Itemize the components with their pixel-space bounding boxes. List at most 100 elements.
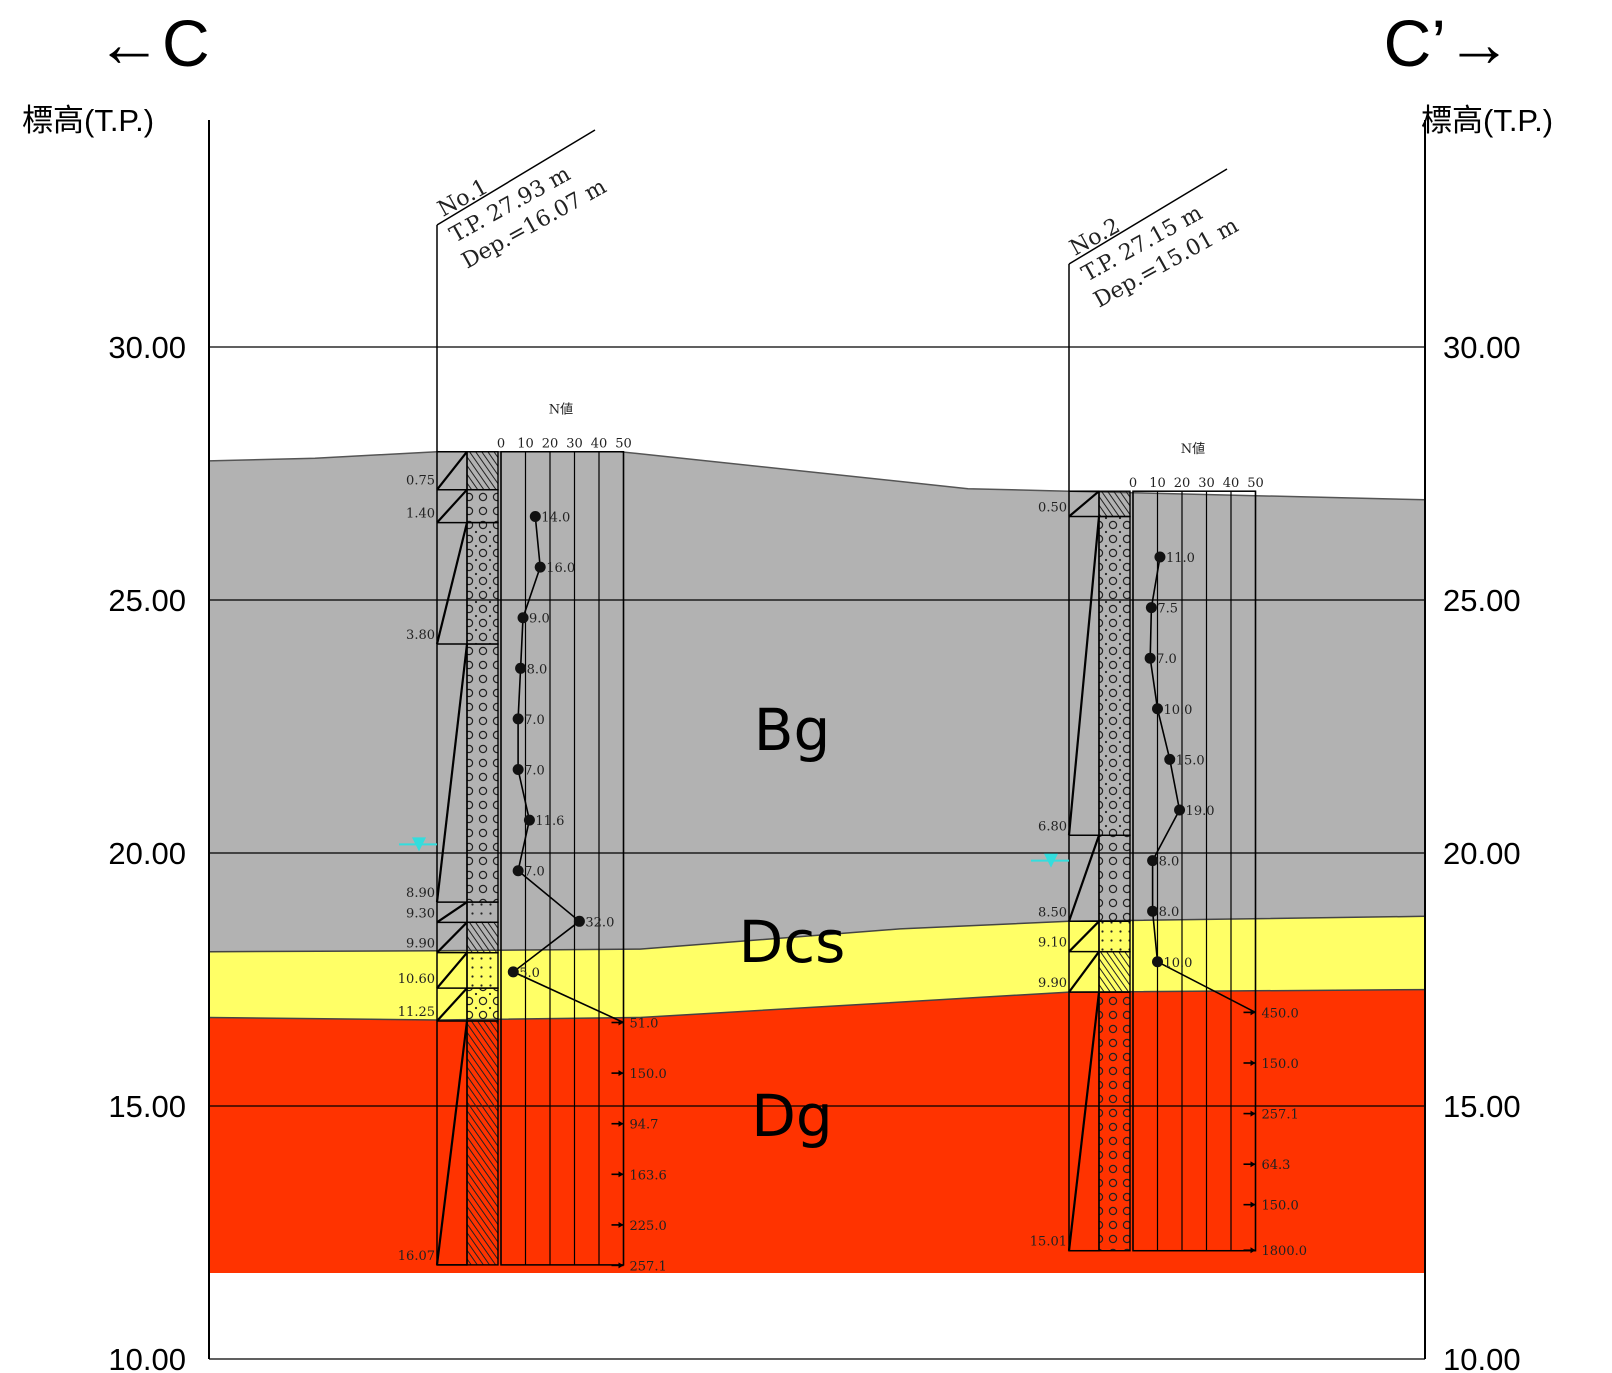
boundary-depth-label: 9.30 (406, 906, 435, 921)
n-value-label: 8.0 (527, 662, 548, 677)
n-value-point (1152, 956, 1163, 968)
n-value-label: 8.0 (1159, 905, 1180, 920)
n-value-label: 16.0 (546, 561, 575, 576)
n-value-label: 7.0 (524, 764, 545, 779)
borehole-column-segment (466, 951, 499, 989)
right-tick-label: 20.00 (1443, 836, 1521, 871)
right-tick-label: 15.00 (1443, 1089, 1521, 1124)
n-value-point (1174, 804, 1186, 816)
borehole-column-segment (466, 488, 499, 524)
n-scale-label: 30 (1198, 476, 1215, 491)
converted-n-label: 64.3 (1262, 1158, 1291, 1173)
boundary-slant (1068, 951, 1100, 993)
right-tick-label: 10.00 (1443, 1342, 1521, 1373)
right-tick-label: 30.00 (1443, 330, 1521, 365)
boundary-depth-label: 3.80 (406, 628, 435, 643)
left-tick-label: 20.00 (108, 836, 186, 871)
boundary-slant (1067, 834, 1101, 922)
n-value-point (529, 511, 541, 523)
borehole-depth-bar (1068, 490, 1100, 1252)
boundary-slant (435, 522, 469, 645)
left-axis-title: 標高(T.P.) (22, 103, 154, 138)
borehole-column-segment (1098, 515, 1131, 836)
converted-n-label: 150.0 (1262, 1057, 1299, 1072)
n-value-label: 32.0 (585, 915, 614, 930)
right-axis-title: 標高(T.P.) (1421, 103, 1553, 138)
n-value-point (1147, 905, 1159, 917)
converted-n-label: 163.6 (630, 1168, 667, 1183)
converted-arrowhead (618, 1221, 624, 1228)
n-value-label: 7.0 (1156, 652, 1177, 667)
n-value-point (515, 662, 527, 674)
n-value-point (517, 612, 529, 624)
n-value-header: N値 (549, 402, 573, 418)
boundary-depth-label: 16.07 (398, 1249, 435, 1264)
n-scale-label: 20 (1174, 476, 1191, 491)
boundary-depth-label: 11.25 (398, 1005, 435, 1020)
converted-n-label: 51.0 (630, 1017, 659, 1032)
converted-n-label: 225.0 (630, 1219, 667, 1234)
right-tick-label: 25.00 (1443, 583, 1521, 618)
borehole-column-segment (466, 921, 499, 954)
boundary-slant (1068, 490, 1100, 518)
n-value-label: 7.0 (524, 865, 545, 880)
n-scale-label: 0 (1129, 476, 1137, 491)
boundary-slant (436, 901, 468, 924)
n-value-point (1164, 753, 1176, 765)
boundary-depth-label: 0.50 (1038, 501, 1067, 516)
borehole-depth-bar (436, 450, 468, 1266)
converted-arrowhead (1250, 1059, 1256, 1066)
n-scale-label: 10 (517, 437, 534, 452)
n-scale-label: 40 (591, 437, 608, 452)
boundary-slant (436, 451, 468, 491)
n-value-point (1145, 602, 1157, 614)
n-value-frame (500, 450, 625, 1266)
borehole-column-segment (1098, 834, 1131, 923)
n-scale-label: 20 (542, 437, 559, 452)
left-tick-label: 10.00 (108, 1342, 186, 1373)
left-tick-label: 30.00 (108, 330, 186, 365)
n-value-point (512, 764, 524, 776)
n-value-point (1147, 855, 1159, 867)
n-value-label: 7.0 (524, 713, 545, 728)
boundary-depth-label: 9.10 (1038, 936, 1067, 951)
direction-right-label: C’→ (1384, 6, 1512, 80)
n-value-header: N値 (1181, 441, 1205, 457)
boundary-slant (1068, 920, 1100, 953)
borehole-column-segment (1098, 950, 1131, 993)
layer-label-dcs: Dcs (739, 908, 846, 976)
converted-arrowhead (618, 1070, 624, 1077)
n-scale-label: 50 (615, 437, 632, 452)
layer-label-dg: Dg (751, 1082, 832, 1150)
groundwater-marker-icon (1044, 853, 1058, 868)
n-value-label: 8.0 (1159, 855, 1180, 870)
n-scale-label: 0 (497, 437, 505, 452)
direction-left-label: ←C (96, 6, 210, 80)
left-tick-label: 15.00 (108, 1089, 186, 1124)
converted-arrowhead (618, 1171, 624, 1178)
n-value-label: 5.0 (519, 966, 540, 981)
borehole-column-segment (466, 901, 499, 924)
boundary-depth-label: 15.01 (1030, 1235, 1067, 1250)
n-value-point (1144, 652, 1156, 664)
n-value-point (512, 865, 524, 877)
borehole-column-segment (466, 987, 499, 1022)
converted-arrowhead (1250, 1110, 1256, 1117)
boundary-depth-label: 9.90 (406, 937, 435, 952)
converted-arrowhead (1250, 1201, 1256, 1208)
left-tick-label: 25.00 (108, 583, 186, 618)
n-scale-label: 10 (1149, 476, 1166, 491)
n-value-label: 11.6 (535, 814, 564, 829)
boundary-slant (435, 643, 469, 903)
n-value-line (1149, 556, 1256, 1014)
boundary-depth-label: 0.75 (406, 474, 435, 489)
boundary-slant (436, 951, 468, 989)
converted-arrowhead (618, 1019, 624, 1026)
n-value-label: 15.0 (1176, 753, 1205, 768)
borehole-column-segment (466, 521, 499, 645)
converted-n-label: 94.7 (630, 1118, 659, 1133)
converted-arrowhead (618, 1262, 624, 1269)
n-value-point (534, 561, 546, 573)
converted-n-label: 257.1 (1262, 1108, 1299, 1123)
